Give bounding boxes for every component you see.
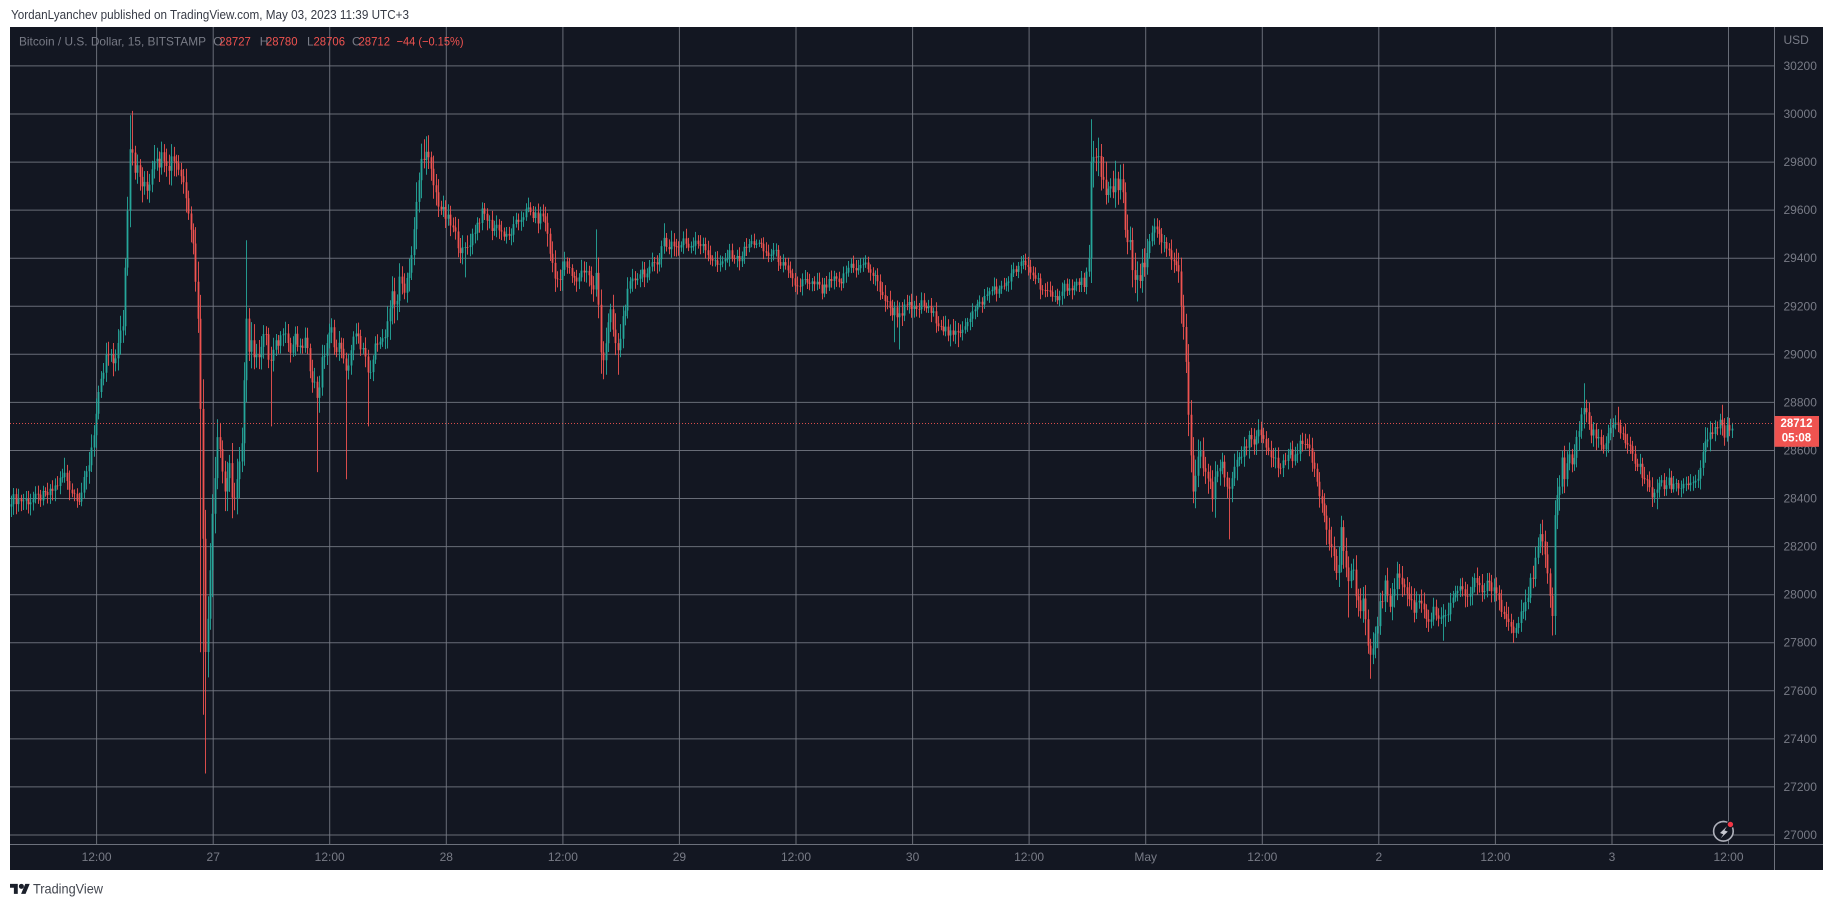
svg-text:30: 30: [906, 850, 920, 864]
svg-text:28000: 28000: [1784, 588, 1818, 602]
svg-text:2: 2: [1375, 850, 1382, 864]
svg-text:28712: 28712: [359, 35, 391, 49]
svg-text:28600: 28600: [1784, 444, 1818, 458]
svg-text:29000: 29000: [1784, 347, 1818, 361]
svg-text:C: C: [352, 35, 361, 49]
svg-text:28706: 28706: [314, 35, 346, 49]
svg-text:12:00: 12:00: [1713, 850, 1743, 864]
svg-text:3: 3: [1609, 850, 1616, 864]
svg-text:12:00: 12:00: [1480, 850, 1510, 864]
svg-text:27600: 27600: [1784, 684, 1818, 698]
svg-text:YordanLyanchev published on Tr: YordanLyanchev published on TradingView.…: [11, 7, 409, 22]
svg-text:27: 27: [207, 850, 221, 864]
svg-text:27800: 27800: [1784, 636, 1818, 650]
svg-text:12:00: 12:00: [1247, 850, 1277, 864]
svg-text:12:00: 12:00: [548, 850, 578, 864]
svg-text:27400: 27400: [1784, 732, 1818, 746]
svg-text:May: May: [1134, 850, 1157, 864]
svg-text:12:00: 12:00: [82, 850, 112, 864]
svg-text:28712: 28712: [1781, 418, 1813, 430]
svg-text:12:00: 12:00: [781, 850, 811, 864]
svg-text:USD: USD: [1784, 33, 1810, 47]
svg-text:28400: 28400: [1784, 492, 1818, 506]
svg-text:05:08: 05:08: [1782, 433, 1812, 445]
svg-text:30000: 30000: [1784, 107, 1818, 121]
svg-text:−44 (−0.15%): −44 (−0.15%): [397, 35, 464, 49]
svg-text:27000: 27000: [1784, 828, 1818, 842]
svg-text:28727: 28727: [219, 35, 251, 49]
svg-text:Bitcoin / U.S. Dollar, 15, BIT: Bitcoin / U.S. Dollar, 15, BITSTAMP: [19, 35, 206, 49]
svg-text:28: 28: [440, 850, 454, 864]
svg-text:29: 29: [673, 850, 687, 864]
svg-text:29200: 29200: [1784, 299, 1818, 313]
svg-text:29600: 29600: [1784, 203, 1818, 217]
svg-text:O: O: [213, 35, 222, 49]
svg-text:L: L: [307, 35, 314, 49]
svg-text:12:00: 12:00: [315, 850, 345, 864]
svg-text:27200: 27200: [1784, 780, 1818, 794]
svg-text:29800: 29800: [1784, 155, 1818, 169]
svg-text:28800: 28800: [1784, 395, 1818, 409]
svg-text:29400: 29400: [1784, 251, 1818, 265]
svg-text:28200: 28200: [1784, 540, 1818, 554]
svg-text:28780: 28780: [266, 35, 298, 49]
svg-text:30200: 30200: [1784, 59, 1818, 73]
svg-text:TradingView: TradingView: [33, 881, 104, 897]
svg-text:H: H: [260, 35, 269, 49]
svg-text:12:00: 12:00: [1014, 850, 1044, 864]
